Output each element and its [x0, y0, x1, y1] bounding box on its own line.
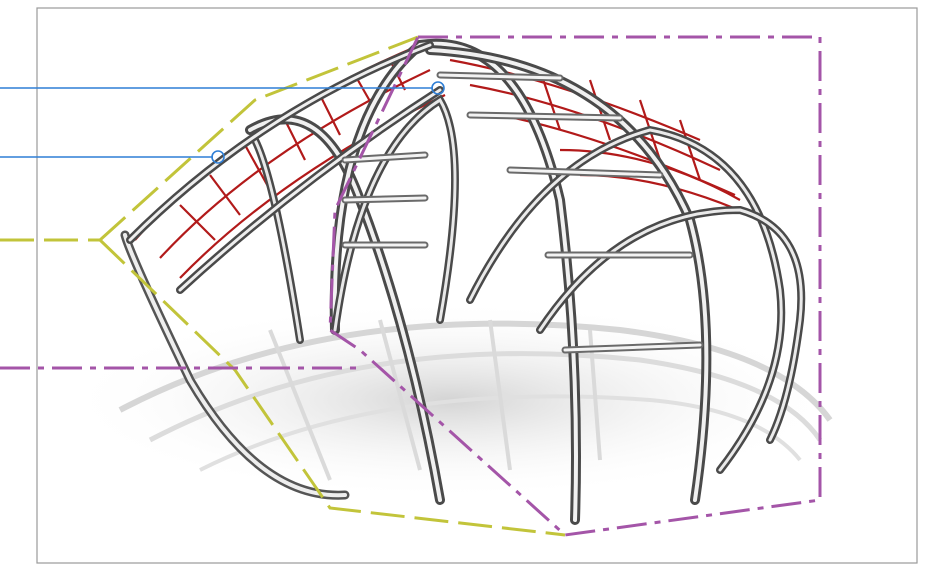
outline-yellow-zone [98, 35, 566, 537]
ladder-rungs [341, 71, 704, 354]
callouts [0, 81, 445, 370]
callout-side-net-marker [211, 150, 225, 164]
outline-purple-zone [328, 35, 822, 537]
callout-top-net-marker [431, 81, 445, 95]
